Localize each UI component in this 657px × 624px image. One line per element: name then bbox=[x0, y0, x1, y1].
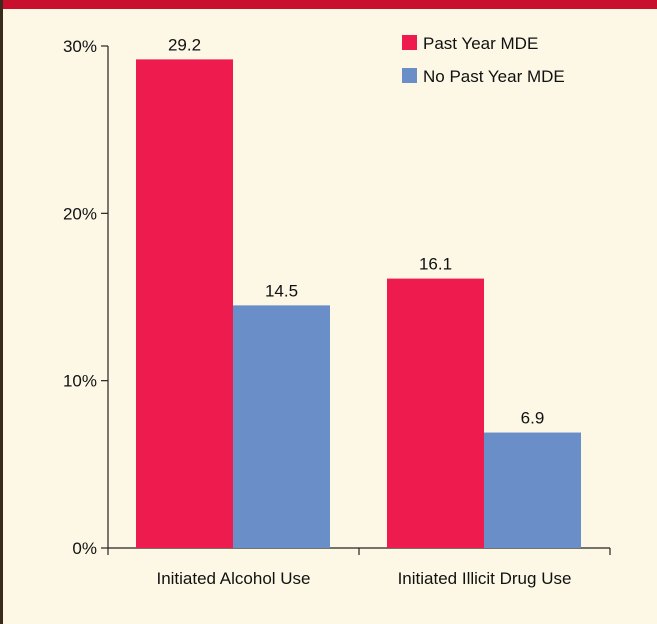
bar-past-year-mde bbox=[136, 59, 233, 549]
bar-no-past-year-mde bbox=[233, 305, 330, 548]
data-label: 6.9 bbox=[521, 409, 545, 428]
legend-label: Past Year MDE bbox=[423, 34, 538, 53]
y-tick-label: 0% bbox=[72, 539, 97, 558]
bar-past-year-mde bbox=[387, 278, 484, 548]
chart-legend: Past Year MDE No Past Year MDE bbox=[402, 34, 565, 86]
bar-no-past-year-mde bbox=[484, 432, 581, 548]
chart-bars bbox=[136, 59, 581, 549]
chart-axes: 0% 10% 20% 30% bbox=[63, 37, 611, 558]
data-label: 14.5 bbox=[265, 281, 298, 300]
category-label: Initiated Alcohol Use bbox=[156, 569, 310, 588]
y-tick-label: 30% bbox=[63, 37, 97, 56]
legend-label: No Past Year MDE bbox=[423, 67, 565, 86]
chart-labels: 29.2 14.5 Initiated Alcohol Use 16.1 6.9 Init… bbox=[156, 35, 571, 588]
y-tick-label: 10% bbox=[63, 372, 97, 391]
data-label: 29.2 bbox=[168, 35, 201, 54]
legend-swatch bbox=[402, 35, 417, 50]
left-border bbox=[0, 0, 3, 624]
category-label: Initiated Illicit Drug Use bbox=[398, 569, 572, 588]
legend-swatch bbox=[402, 68, 417, 83]
top-border bbox=[0, 0, 657, 9]
data-label: 16.1 bbox=[419, 255, 452, 274]
y-tick-label: 20% bbox=[63, 204, 97, 223]
